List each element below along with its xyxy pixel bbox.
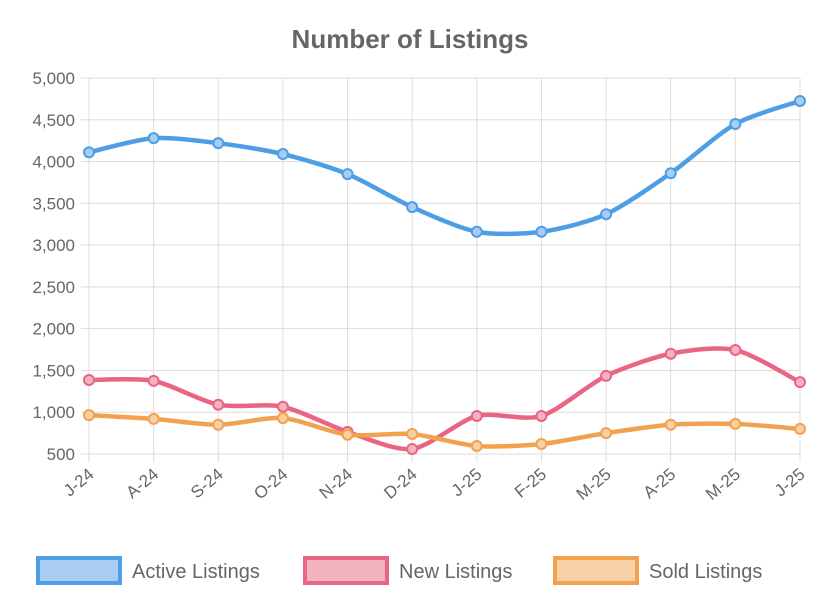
data-point: [729, 417, 742, 430]
data-point: [664, 418, 677, 431]
data-point: [600, 427, 613, 440]
data-point: [664, 347, 677, 360]
data-point: [600, 369, 613, 382]
x-axis: J-24 A-24 S-24 O-24 N-24 D-24 J-25 F-25 M-25 A-25…: [60, 465, 809, 504]
x-tick-label: J-25: [771, 465, 809, 501]
y-axis: 500 1,000 1,500 2,000 2,500 3,000 3,500 4,000 4,…: [32, 69, 75, 464]
y-tick-label: 5,000: [32, 69, 75, 88]
x-tick-label: F-25: [511, 465, 550, 502]
data-point: [470, 225, 483, 238]
data-point: [83, 146, 95, 159]
data-point: [147, 374, 160, 387]
data-point: [600, 208, 613, 221]
data-point: [341, 168, 354, 181]
data-point: [83, 374, 95, 387]
series-line: [88, 346, 802, 452]
data-point: [276, 400, 289, 413]
legend: Active Listings New Listings Sold Listings: [36, 556, 762, 585]
data-point: [276, 412, 289, 425]
data-point: [212, 137, 225, 150]
data-point: [341, 428, 354, 441]
data-point: [212, 398, 225, 411]
data-point: [729, 343, 742, 356]
data-point: [147, 412, 160, 425]
legend-label: Active Listings: [132, 561, 260, 583]
series-layer: [83, 94, 806, 455]
data-point: [470, 440, 483, 453]
x-tick-label: A-25: [640, 465, 680, 503]
data-point: [794, 376, 806, 389]
data-point: [535, 409, 548, 422]
y-tick-label: 2,000: [32, 320, 75, 339]
data-point: [535, 437, 548, 450]
data-point: [406, 427, 419, 440]
y-tick-label: 500: [47, 445, 75, 464]
y-tick-label: 3,000: [32, 236, 75, 255]
chart-title: Number of Listings: [292, 24, 529, 54]
x-tick-label: M-25: [702, 465, 744, 504]
legend-label: Sold Listings: [649, 561, 762, 583]
y-tick-label: 4,000: [32, 153, 75, 172]
x-tick-label: O-24: [250, 465, 291, 504]
y-tick-label: 4,500: [32, 111, 75, 130]
y-tick-label: 1,500: [32, 361, 75, 380]
data-point: [729, 117, 742, 130]
legend-swatch: [36, 556, 122, 585]
series-active-listings: [83, 94, 806, 238]
x-tick-label: M-25: [573, 465, 615, 504]
data-point: [83, 409, 95, 422]
y-tick-label: 2,500: [32, 278, 75, 297]
data-point: [406, 201, 419, 214]
data-point: [276, 148, 289, 161]
x-tick-label: J-25: [448, 465, 486, 501]
series-line: [88, 98, 801, 237]
data-point: [794, 94, 806, 107]
data-point: [794, 422, 806, 435]
data-point: [664, 167, 677, 180]
data-point: [470, 409, 483, 422]
x-tick-label: A-24: [122, 465, 162, 503]
data-point: [147, 132, 160, 145]
x-tick-label: D-24: [380, 465, 420, 503]
legend-label: New Listings: [399, 561, 512, 583]
data-point: [535, 225, 548, 238]
series-sold-listings: [83, 409, 806, 453]
data-point: [212, 418, 225, 431]
y-tick-label: 1,000: [32, 403, 75, 422]
y-tick-label: 3,500: [32, 194, 75, 213]
grid: [81, 77, 801, 462]
legend-swatch: [553, 556, 639, 585]
legend-swatch: [303, 556, 389, 585]
series-new-listings: [83, 343, 806, 455]
x-tick-label: S-24: [187, 465, 227, 503]
x-tick-label: J-24: [60, 465, 98, 501]
x-tick-label: N-24: [316, 465, 356, 503]
data-point: [406, 442, 419, 455]
